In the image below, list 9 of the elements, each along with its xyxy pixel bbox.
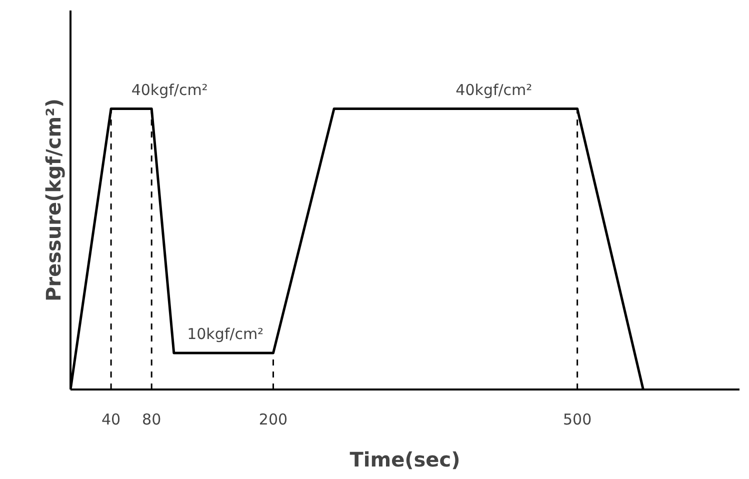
x-tick-label: 80 [142,410,162,428]
x-tick-label: 200 [258,410,288,428]
annotation: 40kgf/cm² [131,80,208,99]
x-axis-title: Time(sec) [350,448,460,472]
annotation: 10kgf/cm² [187,325,264,344]
x-tick-label: 500 [563,410,592,428]
y-axis-title: Pressure(kgf/cm²) [42,98,66,302]
annotation: 40kgf/cm² [456,80,532,99]
x-tick-label: 40 [102,410,121,428]
